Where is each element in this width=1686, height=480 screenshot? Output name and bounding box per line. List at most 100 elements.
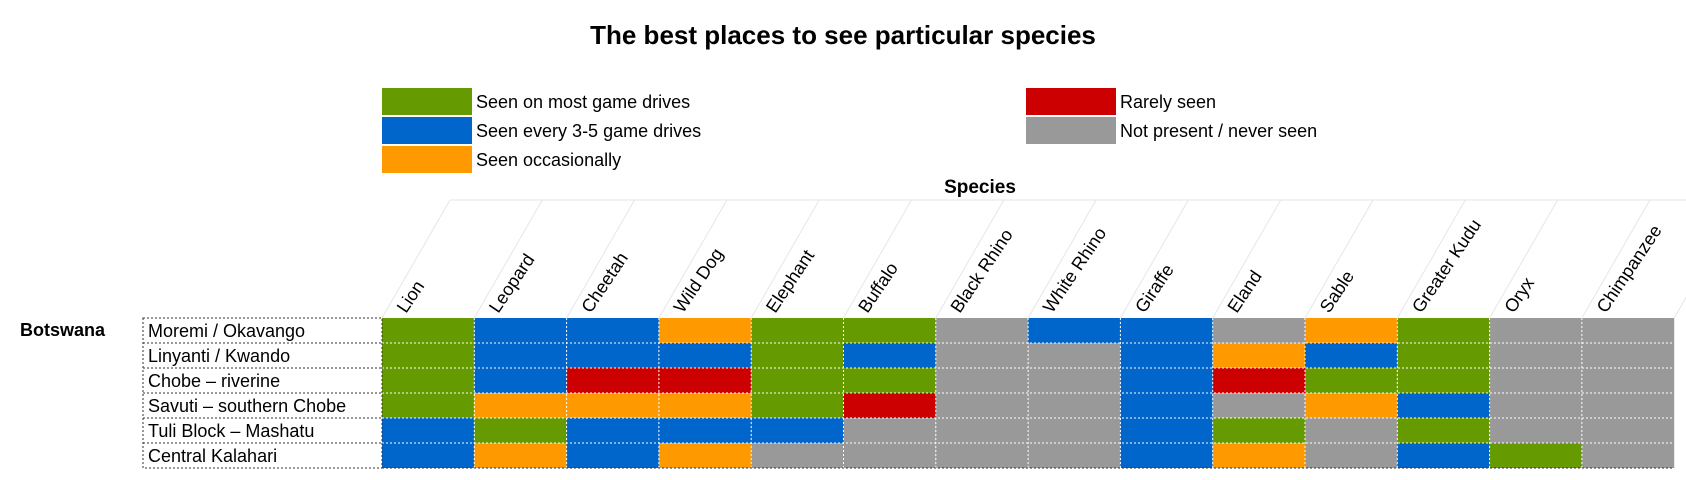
heatmap-cell [1305,443,1398,468]
heatmap-cell [382,318,475,343]
heatmap-cell [1212,393,1305,418]
heatmap-cell [566,418,659,443]
location-label: Central Kalahari [148,446,277,466]
heatmap-cell [751,443,844,468]
legend: Seen on most game drives Seen every 3-5 g… [382,88,1317,173]
heatmap-cell [658,393,752,418]
species-label: Oryx [1500,274,1538,317]
heatmap-cell [935,343,1029,368]
heatmap-cells [382,318,1675,468]
species-label: Giraffe [1131,261,1178,317]
species-label: Greater Kudu [1408,215,1485,316]
heatmap-cell [1489,443,1582,468]
heatmap-cell [935,418,1029,443]
heatmap-cell [1212,418,1305,443]
heatmap-cell [1028,343,1121,368]
heatmap-cell [1120,443,1213,468]
heatmap-cell [382,443,475,468]
heatmap-cell [1212,368,1305,393]
heatmap-cell [474,443,567,468]
heatmap-cell [935,368,1029,393]
heatmap-cell [1397,393,1490,418]
heatmap-cell [751,343,844,368]
heatmap-cell [382,343,475,368]
location-label: Moremi / Okavango [148,321,305,341]
heatmap-cell [1028,393,1121,418]
heatmap-cell [1305,318,1398,343]
heatmap-cell [1305,418,1398,443]
heatmap-cell [1028,418,1121,443]
heatmap-cell [566,368,659,393]
heatmap-cell [1305,343,1398,368]
cell-grid [382,318,1675,468]
legend-swatch [382,88,472,115]
location-label: Chobe – riverine [148,371,280,391]
heatmap-cell [1028,443,1121,468]
heatmap-cell [1489,393,1582,418]
heatmap-cell [1581,443,1675,468]
heatmap-cell [843,318,936,343]
chart-title: The best places to see particular specie… [590,20,1096,50]
legend-label: Not present / never seen [1120,121,1317,141]
heatmap-cell [843,343,936,368]
heatmap-cell [843,443,936,468]
species-label: Elephant [762,246,818,316]
heatmap-cell [658,443,752,468]
heatmap-cell [1489,343,1582,368]
heatmap-cell [474,343,567,368]
heatmap-cell [935,393,1029,418]
heatmap-cell [1397,318,1490,343]
species-axis-title: Species [944,177,1016,198]
species-label: Eland [1223,267,1265,316]
heatmap-cell [1305,393,1398,418]
location-label: Linyanti / Kwando [148,346,290,366]
heatmap-cell [935,318,1029,343]
legend-label: Seen on most game drives [476,92,690,112]
heatmap-cell [382,393,475,418]
heatmap-cell [1120,343,1213,368]
heatmap-cell [1581,318,1675,343]
location-label: Tuli Block – Mashatu [148,421,314,441]
legend-swatch [382,117,472,144]
heatmap-cell [474,368,567,393]
header-grid [381,199,1686,319]
species-label: Wild Dog [670,245,727,317]
heatmap-cell [1028,368,1121,393]
heatmap-cell [658,318,752,343]
species-label: Leopard [485,250,539,316]
heatmap-cell [1581,368,1675,393]
heatmap-cell [1028,318,1121,343]
heatmap-cell [658,368,752,393]
heatmap-cell [1397,443,1490,468]
heatmap-cell [1397,343,1490,368]
heatmap-cell [1489,418,1582,443]
species-label: Cheetah [577,249,632,317]
species-label: Sable [1316,267,1358,316]
heatmap-cell [1120,393,1213,418]
heatmap-cell [1581,343,1675,368]
heatmap-cell [566,343,659,368]
heatmap-cell [843,368,936,393]
heatmap-cell [1212,443,1305,468]
species-labels: Lion Leopard Cheetah Wild Dog Elephant Buffal… [393,215,1666,316]
heatmap-cell [382,418,475,443]
heatmap-cell [1305,368,1398,393]
location-labels: Moremi / Okavango Linyanti / Kwando Chobe … [142,317,1675,469]
legend-swatch [382,146,472,173]
heatmap-cell [751,318,844,343]
heatmap-cell [1489,368,1582,393]
heatmap-cell [474,393,567,418]
species-label: Lion [393,277,429,316]
heatmap-cell [1120,418,1213,443]
heatmap-cell [566,393,659,418]
heatmap-cell [1397,418,1490,443]
heatmap-cell [474,318,567,343]
heatmap-cell [566,318,659,343]
heatmap-cell [1581,393,1675,418]
legend-swatch [1026,117,1116,144]
legend-label: Seen occasionally [476,150,621,170]
heatmap-cell [1120,368,1213,393]
heatmap-cell [843,418,936,443]
heatmap-cell [658,343,752,368]
country-label: Botswana [20,320,106,340]
